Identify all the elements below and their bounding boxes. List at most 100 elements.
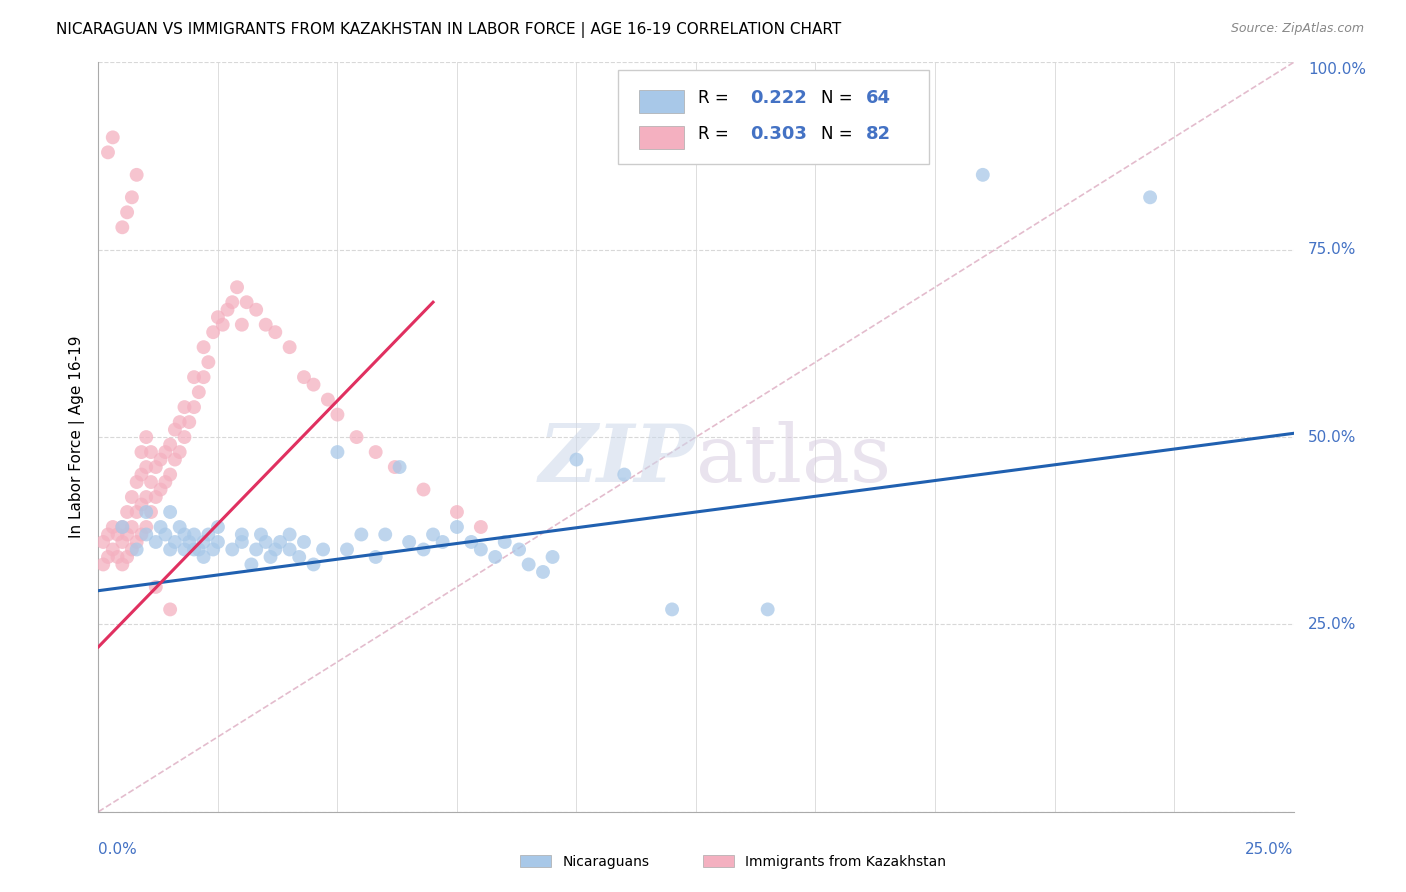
Text: R =: R = — [699, 125, 734, 143]
Point — [211, 318, 233, 332]
Point — [149, 483, 172, 497]
Text: NICARAGUAN VS IMMIGRANTS FROM KAZAKHSTAN IN LABOR FORCE | AGE 16-19 CORRELATION : NICARAGUAN VS IMMIGRANTS FROM KAZAKHSTAN… — [56, 22, 841, 38]
Point — [97, 549, 120, 564]
Point — [155, 475, 177, 489]
Point — [187, 385, 209, 400]
Point — [250, 527, 273, 541]
Point — [446, 520, 468, 534]
Point — [316, 392, 339, 407]
Point — [131, 445, 153, 459]
Point — [145, 460, 167, 475]
Point — [135, 460, 157, 475]
Point — [135, 430, 157, 444]
Bar — [638, 90, 685, 112]
Point — [179, 535, 201, 549]
Point — [91, 535, 114, 549]
Point — [97, 145, 120, 160]
Point — [125, 168, 148, 182]
Point — [111, 520, 134, 534]
Point — [412, 483, 434, 497]
Point — [111, 558, 134, 572]
Point — [159, 542, 181, 557]
Text: 0.222: 0.222 — [749, 88, 807, 107]
Point — [121, 520, 143, 534]
Point — [398, 535, 420, 549]
Point — [131, 498, 153, 512]
Point — [173, 542, 195, 557]
Point — [179, 415, 201, 429]
Text: Immigrants from Kazakhstan: Immigrants from Kazakhstan — [745, 855, 946, 869]
FancyBboxPatch shape — [619, 70, 929, 163]
Point — [149, 520, 172, 534]
Point — [155, 445, 177, 459]
Text: atlas: atlas — [696, 420, 891, 499]
Point — [508, 542, 530, 557]
Text: 100.0%: 100.0% — [1308, 62, 1365, 78]
Point — [245, 302, 267, 317]
Point — [484, 549, 506, 564]
Text: 25.0%: 25.0% — [1246, 842, 1294, 856]
Point — [101, 542, 124, 557]
Point — [336, 542, 359, 557]
Text: 25.0%: 25.0% — [1308, 617, 1357, 632]
Point — [115, 505, 138, 519]
Point — [302, 558, 325, 572]
Point — [169, 415, 191, 429]
Point — [173, 400, 195, 414]
Point — [183, 527, 205, 541]
Point — [111, 535, 134, 549]
Text: 75.0%: 75.0% — [1308, 243, 1357, 257]
Text: R =: R = — [699, 88, 734, 107]
Point — [264, 542, 287, 557]
Point — [121, 490, 143, 504]
Point — [125, 542, 148, 557]
Point — [565, 452, 588, 467]
Point — [183, 400, 205, 414]
Point — [259, 549, 281, 564]
Point — [101, 520, 124, 534]
Point — [145, 535, 167, 549]
Point — [264, 325, 287, 339]
Y-axis label: In Labor Force | Age 16-19: In Labor Force | Age 16-19 — [69, 335, 84, 539]
Point — [302, 377, 325, 392]
Point — [107, 527, 129, 541]
Point — [254, 318, 277, 332]
Point — [107, 549, 129, 564]
Point — [412, 542, 434, 557]
Point — [149, 452, 172, 467]
Point — [292, 535, 315, 549]
Point — [193, 549, 215, 564]
Point — [173, 430, 195, 444]
Point — [163, 423, 186, 437]
Point — [135, 520, 157, 534]
Point — [139, 505, 162, 519]
Point — [145, 490, 167, 504]
Point — [312, 542, 335, 557]
Point — [254, 535, 277, 549]
Point — [278, 542, 301, 557]
Text: 64: 64 — [866, 88, 890, 107]
Point — [145, 580, 167, 594]
Point — [163, 535, 186, 549]
Point — [221, 542, 243, 557]
Point — [159, 602, 181, 616]
Text: Nicaraguans: Nicaraguans — [562, 855, 650, 869]
Point — [163, 452, 186, 467]
Point — [756, 602, 779, 616]
Point — [531, 565, 554, 579]
Point — [288, 549, 311, 564]
Point — [364, 549, 387, 564]
Text: 50.0%: 50.0% — [1308, 430, 1357, 444]
Point — [135, 505, 157, 519]
Point — [221, 295, 243, 310]
Point — [326, 408, 349, 422]
Point — [374, 527, 396, 541]
Point — [97, 527, 120, 541]
Point — [187, 542, 209, 557]
Point — [1139, 190, 1161, 204]
Point — [364, 445, 387, 459]
Text: N =: N = — [821, 125, 858, 143]
Point — [517, 558, 540, 572]
Point — [470, 542, 492, 557]
Point — [159, 505, 181, 519]
